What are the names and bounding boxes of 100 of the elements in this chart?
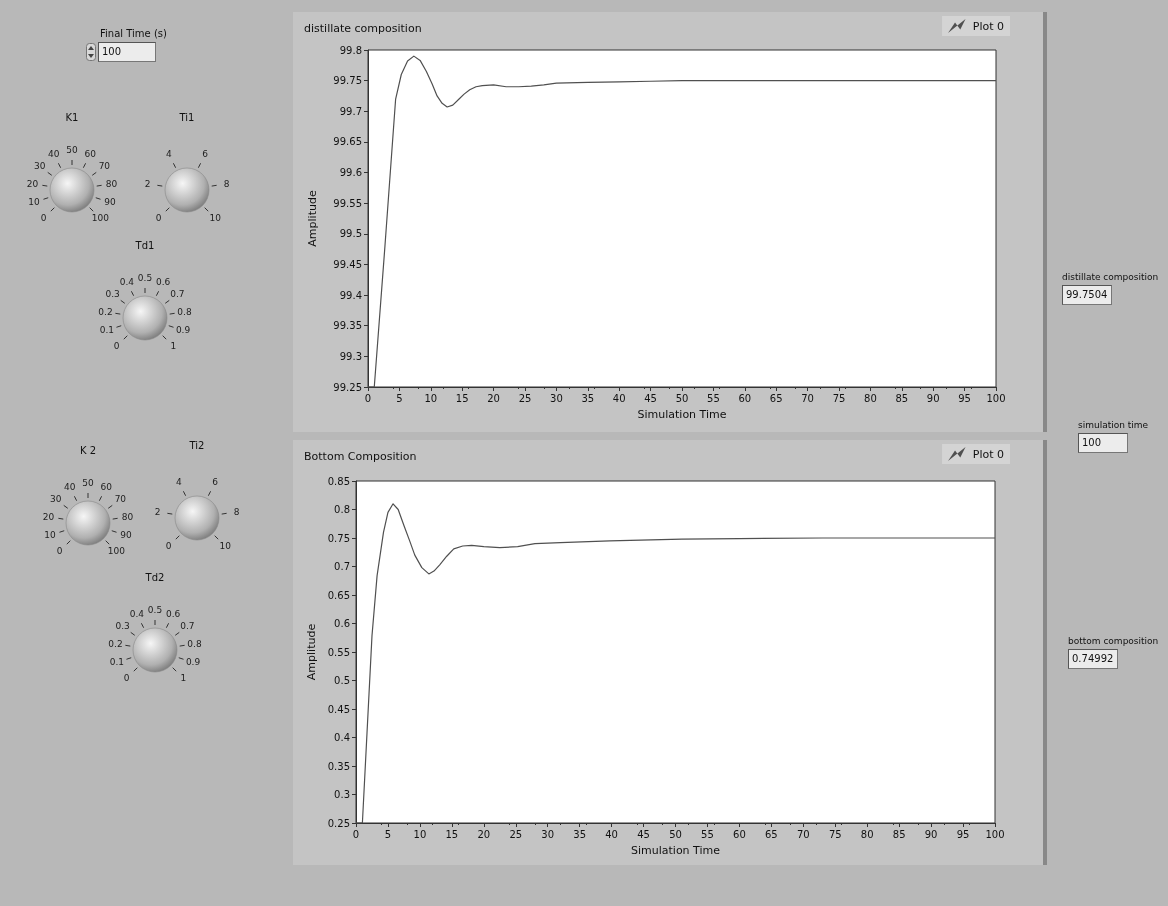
y-tick-label: 99.7 — [339, 105, 362, 117]
x-tick-label: 10 — [424, 392, 438, 404]
text: 90 — [104, 197, 117, 208]
text: Td1 — [134, 240, 156, 251]
x-tick-label: 65 — [769, 392, 783, 404]
text: 0 — [40, 213, 47, 224]
y-tick-label: 99.35 — [333, 320, 362, 332]
text: 0.8 — [177, 306, 192, 317]
y-tick-label: 99.75 — [333, 75, 362, 87]
text: 0.3 — [105, 289, 120, 300]
text: 100 — [98, 42, 156, 62]
y-tick-label: 0.6 — [334, 618, 350, 629]
x-tick-label: 60 — [738, 392, 752, 404]
x-tick-label: 35 — [573, 828, 587, 840]
y-tick-label: 0.55 — [327, 646, 350, 658]
text: 70 — [114, 494, 127, 505]
x-tick-label: 30 — [541, 828, 555, 840]
x-tick-label: 65 — [764, 828, 778, 840]
text: Final Time (s) — [100, 28, 167, 39]
text: 10 — [44, 530, 56, 541]
y-tick-label: 99.25 — [333, 381, 362, 393]
x-tick-label: 70 — [796, 828, 810, 840]
text: 4 — [165, 149, 172, 160]
y-tick-label: 0.8 — [334, 504, 350, 515]
y-axis-title: Amplitude — [304, 623, 318, 681]
chart-title: distillate composition — [304, 22, 422, 35]
x-tick-label: 20 — [487, 392, 500, 404]
x-tick-label: 25 — [518, 392, 532, 404]
x-tick-label: 0 — [352, 828, 360, 840]
text: 30 — [33, 161, 46, 172]
text: 99.7504 — [1062, 285, 1112, 305]
text: 100 — [91, 213, 110, 224]
text: 20 — [26, 178, 39, 189]
y-tick-label: 0.25 — [327, 817, 350, 829]
text: 0.5 — [147, 605, 163, 615]
chart-title: Bottom Composition — [304, 450, 417, 463]
text: 6 — [202, 149, 209, 160]
text: 60 — [100, 482, 113, 493]
x-tick-label: 45 — [644, 392, 657, 404]
x-tick-label: 50 — [675, 392, 689, 404]
text: 0.4 — [129, 609, 145, 620]
x-tick-label: 95 — [958, 392, 971, 404]
text: 0 — [155, 213, 162, 224]
x-tick-label: 15 — [445, 828, 459, 840]
text: 0.9 — [185, 657, 201, 668]
x-tick-label: 15 — [455, 392, 469, 404]
text: 70 — [98, 161, 111, 172]
text: 0.4 — [119, 277, 135, 288]
text: 20 — [42, 511, 55, 522]
x-tick-label: 90 — [924, 828, 938, 840]
text: 0 — [56, 546, 63, 557]
x-tick-label: 25 — [509, 828, 523, 840]
text: 80 — [105, 178, 118, 189]
y-tick-label: 0.7 — [334, 561, 350, 572]
x-tick-label: 10 — [413, 828, 427, 840]
x-tick-label: 0 — [364, 392, 372, 404]
y-tick-label: 0.5 — [334, 675, 350, 686]
y-tick-label: 99.8 — [339, 44, 362, 56]
x-tick-label: 35 — [581, 392, 595, 404]
x-tick-label: 55 — [701, 828, 714, 840]
text: 100 — [1078, 433, 1128, 453]
text: 0 — [165, 541, 172, 552]
text: Td2 — [144, 572, 166, 583]
text: 10 — [219, 541, 232, 552]
y-tick-label: 0.35 — [327, 760, 350, 772]
x-tick-label: 5 — [396, 392, 403, 404]
y-tick-label: 99.55 — [333, 197, 362, 209]
text: simulation time — [1078, 420, 1149, 430]
text: 8 — [233, 506, 240, 517]
text: 2 — [144, 178, 151, 189]
x-tick-label: 50 — [669, 828, 682, 840]
y-tick-label: 0.3 — [334, 789, 350, 800]
text: 0.7 — [170, 289, 185, 300]
y-tick-label: 0.45 — [327, 703, 350, 715]
text: 0 — [113, 341, 120, 352]
y-tick-label: 0.4 — [334, 732, 350, 743]
legend-label: Plot 0 — [972, 19, 1005, 33]
legend-label: Plot 0 — [972, 447, 1005, 461]
text: 0.6 — [166, 609, 181, 620]
x-tick-label: 90 — [926, 392, 940, 404]
x-tick-label: 75 — [828, 828, 842, 840]
y-axis-title: Amplitude — [306, 190, 319, 247]
text: 2 — [154, 506, 161, 517]
x-tick-label: 20 — [477, 828, 491, 840]
x-tick-label: 75 — [832, 392, 846, 404]
text: 90 — [120, 530, 133, 541]
text: 30 — [49, 494, 62, 505]
text: 0.6 — [156, 277, 171, 288]
x-tick-label: 70 — [801, 392, 814, 404]
y-tick-label: 99.6 — [339, 167, 362, 179]
text: 80 — [121, 511, 134, 522]
x-tick-label: 100 — [986, 392, 1006, 404]
text: 8 — [223, 178, 230, 189]
text: 1 — [180, 673, 187, 684]
text: 0.8 — [187, 638, 202, 649]
y-tick-label: 99.45 — [333, 258, 362, 270]
text: bottom composition — [1068, 636, 1159, 646]
y-tick-label: 0.65 — [327, 589, 350, 601]
x-tick-label: 40 — [612, 392, 626, 404]
text: 0.74992 — [1068, 649, 1118, 669]
